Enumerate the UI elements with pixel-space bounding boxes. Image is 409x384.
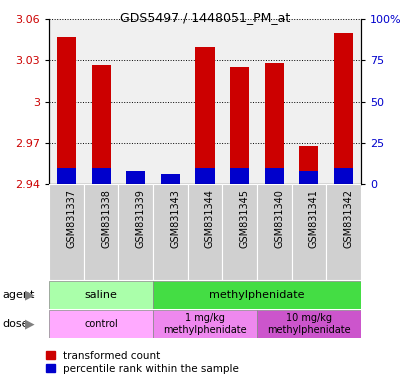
Bar bbox=[49, 310, 153, 338]
Text: 1 mg/kg
methylphenidate: 1 mg/kg methylphenidate bbox=[163, 313, 246, 335]
Bar bbox=[126, 177, 145, 184]
Bar bbox=[256, 310, 360, 338]
Text: ▶: ▶ bbox=[25, 289, 35, 302]
Bar bbox=[264, 63, 283, 184]
Text: dose: dose bbox=[2, 319, 29, 329]
Bar bbox=[153, 281, 360, 309]
Bar bbox=[91, 168, 110, 184]
Bar bbox=[256, 184, 291, 280]
Bar bbox=[195, 168, 214, 184]
Bar bbox=[229, 168, 249, 184]
Text: saline: saline bbox=[85, 290, 117, 300]
Bar bbox=[49, 281, 153, 309]
Bar bbox=[326, 184, 360, 280]
Text: GSM831342: GSM831342 bbox=[343, 189, 353, 248]
Text: GSM831341: GSM831341 bbox=[308, 189, 318, 248]
Text: GSM831345: GSM831345 bbox=[239, 189, 249, 248]
Bar bbox=[299, 171, 318, 184]
Bar bbox=[83, 184, 118, 280]
Text: GSM831344: GSM831344 bbox=[204, 189, 214, 248]
Text: ▶: ▶ bbox=[25, 318, 35, 331]
Legend: transformed count, percentile rank within the sample: transformed count, percentile rank withi… bbox=[46, 351, 238, 374]
Bar bbox=[91, 65, 110, 184]
Text: GSM831340: GSM831340 bbox=[274, 189, 283, 248]
Bar bbox=[57, 168, 76, 184]
Text: GSM831339: GSM831339 bbox=[135, 189, 146, 248]
Bar bbox=[153, 310, 256, 338]
Bar bbox=[126, 171, 145, 184]
Bar bbox=[291, 184, 326, 280]
Bar bbox=[118, 184, 153, 280]
Bar bbox=[229, 67, 249, 184]
Bar bbox=[299, 146, 318, 184]
Bar bbox=[264, 168, 283, 184]
Bar bbox=[222, 184, 256, 280]
Bar bbox=[57, 37, 76, 184]
Text: GDS5497 / 1448051_PM_at: GDS5497 / 1448051_PM_at bbox=[119, 12, 290, 25]
Text: GSM831338: GSM831338 bbox=[101, 189, 111, 248]
Bar bbox=[333, 33, 352, 184]
Bar bbox=[153, 184, 187, 280]
Bar bbox=[333, 168, 352, 184]
Text: methylphenidate: methylphenidate bbox=[209, 290, 304, 300]
Text: agent: agent bbox=[2, 290, 34, 300]
Text: 10 mg/kg
methylphenidate: 10 mg/kg methylphenidate bbox=[266, 313, 350, 335]
Text: control: control bbox=[84, 319, 118, 329]
Bar bbox=[195, 47, 214, 184]
Bar bbox=[160, 174, 180, 184]
Text: GSM831343: GSM831343 bbox=[170, 189, 180, 248]
Bar bbox=[49, 184, 83, 280]
Bar bbox=[160, 182, 180, 184]
Text: GSM831337: GSM831337 bbox=[66, 189, 76, 248]
Bar bbox=[187, 184, 222, 280]
